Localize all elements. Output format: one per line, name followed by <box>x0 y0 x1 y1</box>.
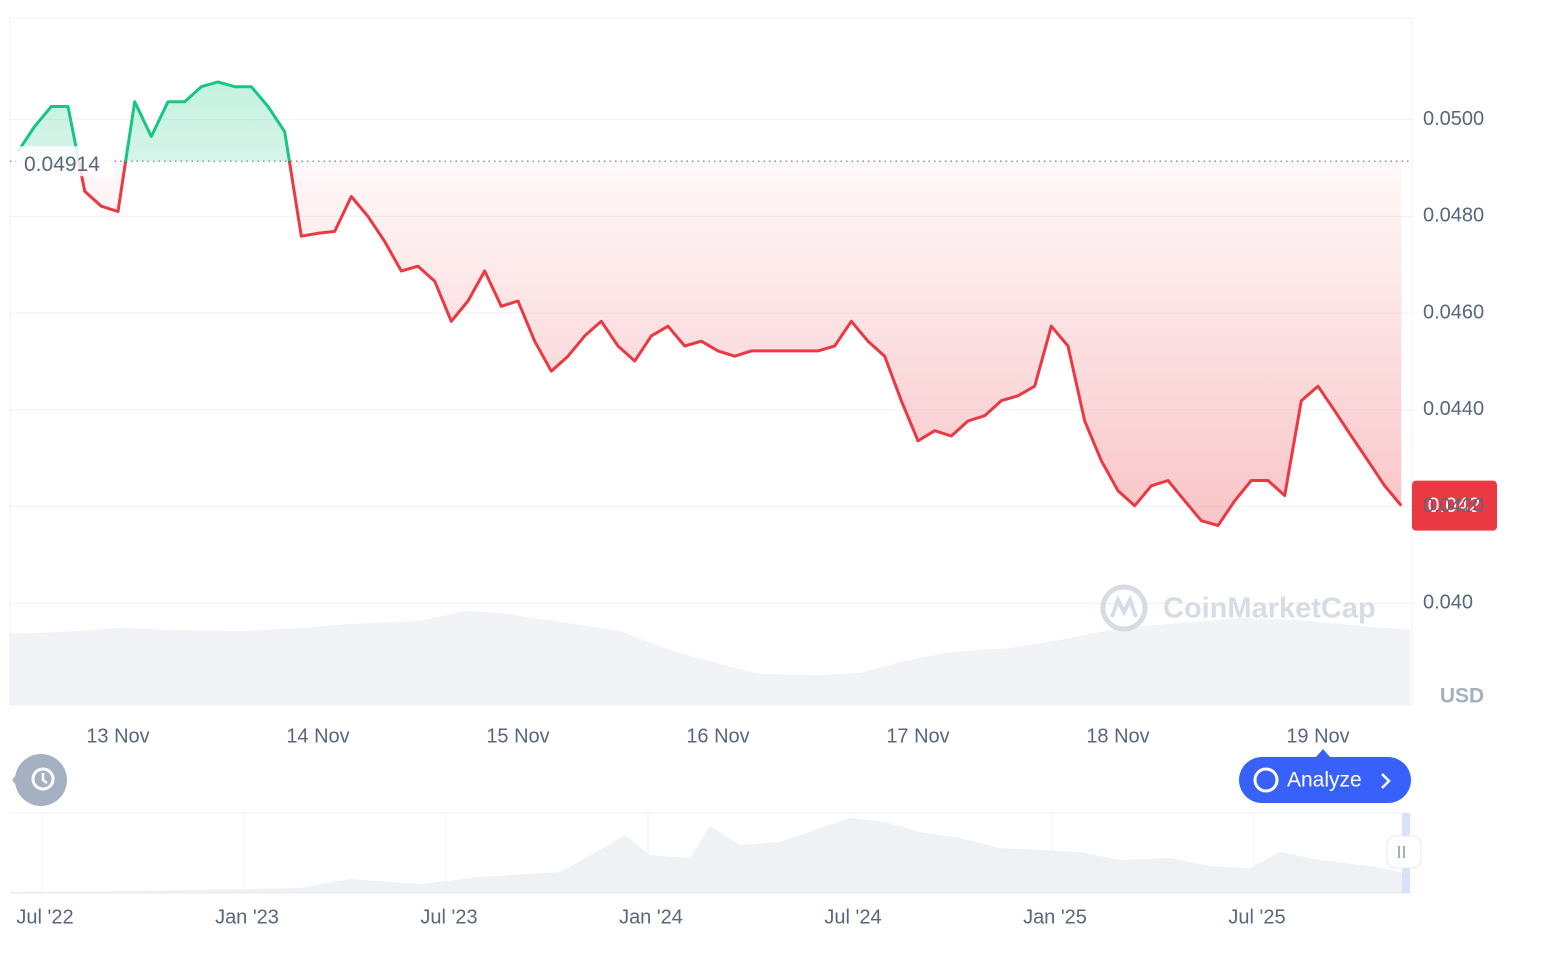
navigator-label: Jan '23 <box>215 906 279 928</box>
history-icon <box>31 767 55 791</box>
x-tick-label: 15 Nov <box>486 725 549 747</box>
price-line <box>16 80 1403 527</box>
x-tick-label: 14 Nov <box>286 725 349 747</box>
price-tag-bg <box>1412 480 1497 531</box>
watermark-logo <box>1100 584 1148 632</box>
navigator: Jul '22 Jan '23 Jul '23 Jan '24 Jul '24 Jan '… <box>10 812 1422 928</box>
analyze-button-pointer <box>1316 749 1330 757</box>
y-tick-label: 0.0480 <box>1423 205 1484 227</box>
history-icon-hands <box>41 773 48 784</box>
analyze-button-label: Analyze <box>1287 769 1362 792</box>
x-tick-label: 16 Nov <box>686 725 749 747</box>
y-tick-label: 0.0500 <box>1423 108 1484 130</box>
y-tick-label: 0.040 <box>1423 592 1473 614</box>
y-tick-label: 0.0460 <box>1423 301 1484 323</box>
y-tick-label: 0.0440 <box>1423 398 1484 420</box>
watermark-logo-mark <box>1110 594 1138 618</box>
x-tick-label: 18 Nov <box>1086 725 1149 747</box>
navigator-label: Jul '24 <box>824 906 881 928</box>
analyze-button[interactable]: Analyze <box>1239 749 1411 803</box>
navigator-area <box>10 818 1410 893</box>
volume-area <box>10 611 1410 705</box>
watermark-text: CoinMarketCap <box>1163 593 1376 625</box>
baseline-label: 0.04914 <box>24 153 100 176</box>
x-tick-label: 17 Nov <box>886 725 949 747</box>
watermark: CoinMarketCap <box>1100 584 1376 632</box>
analyze-button-bg <box>1239 757 1411 803</box>
analyze-icon <box>1253 767 1279 793</box>
plot-border <box>9 17 1413 706</box>
series: 0.04914 0.042 <box>10 80 1497 531</box>
navigator-label: Jan '25 <box>1023 906 1087 928</box>
y-tick-label: 0.0420 <box>1423 495 1484 517</box>
navigator-label: Jul '22 <box>16 906 73 928</box>
history-button-bg <box>15 754 67 806</box>
area-fill <box>18 81 1402 526</box>
navigator-label: Jul '25 <box>1228 906 1285 928</box>
navigator-label: Jul '23 <box>420 906 477 928</box>
analyze-chevron <box>1381 773 1391 789</box>
x-tick-label: 19 Nov <box>1286 725 1349 747</box>
history-button[interactable] <box>12 754 67 806</box>
x-tick-label: 13 Nov <box>86 725 149 747</box>
navigator-label: Jan '24 <box>619 906 683 928</box>
baseline-label-bg <box>16 146 114 177</box>
price-tag: 0.042 <box>1428 494 1481 517</box>
y-unit: USD <box>1440 685 1484 708</box>
